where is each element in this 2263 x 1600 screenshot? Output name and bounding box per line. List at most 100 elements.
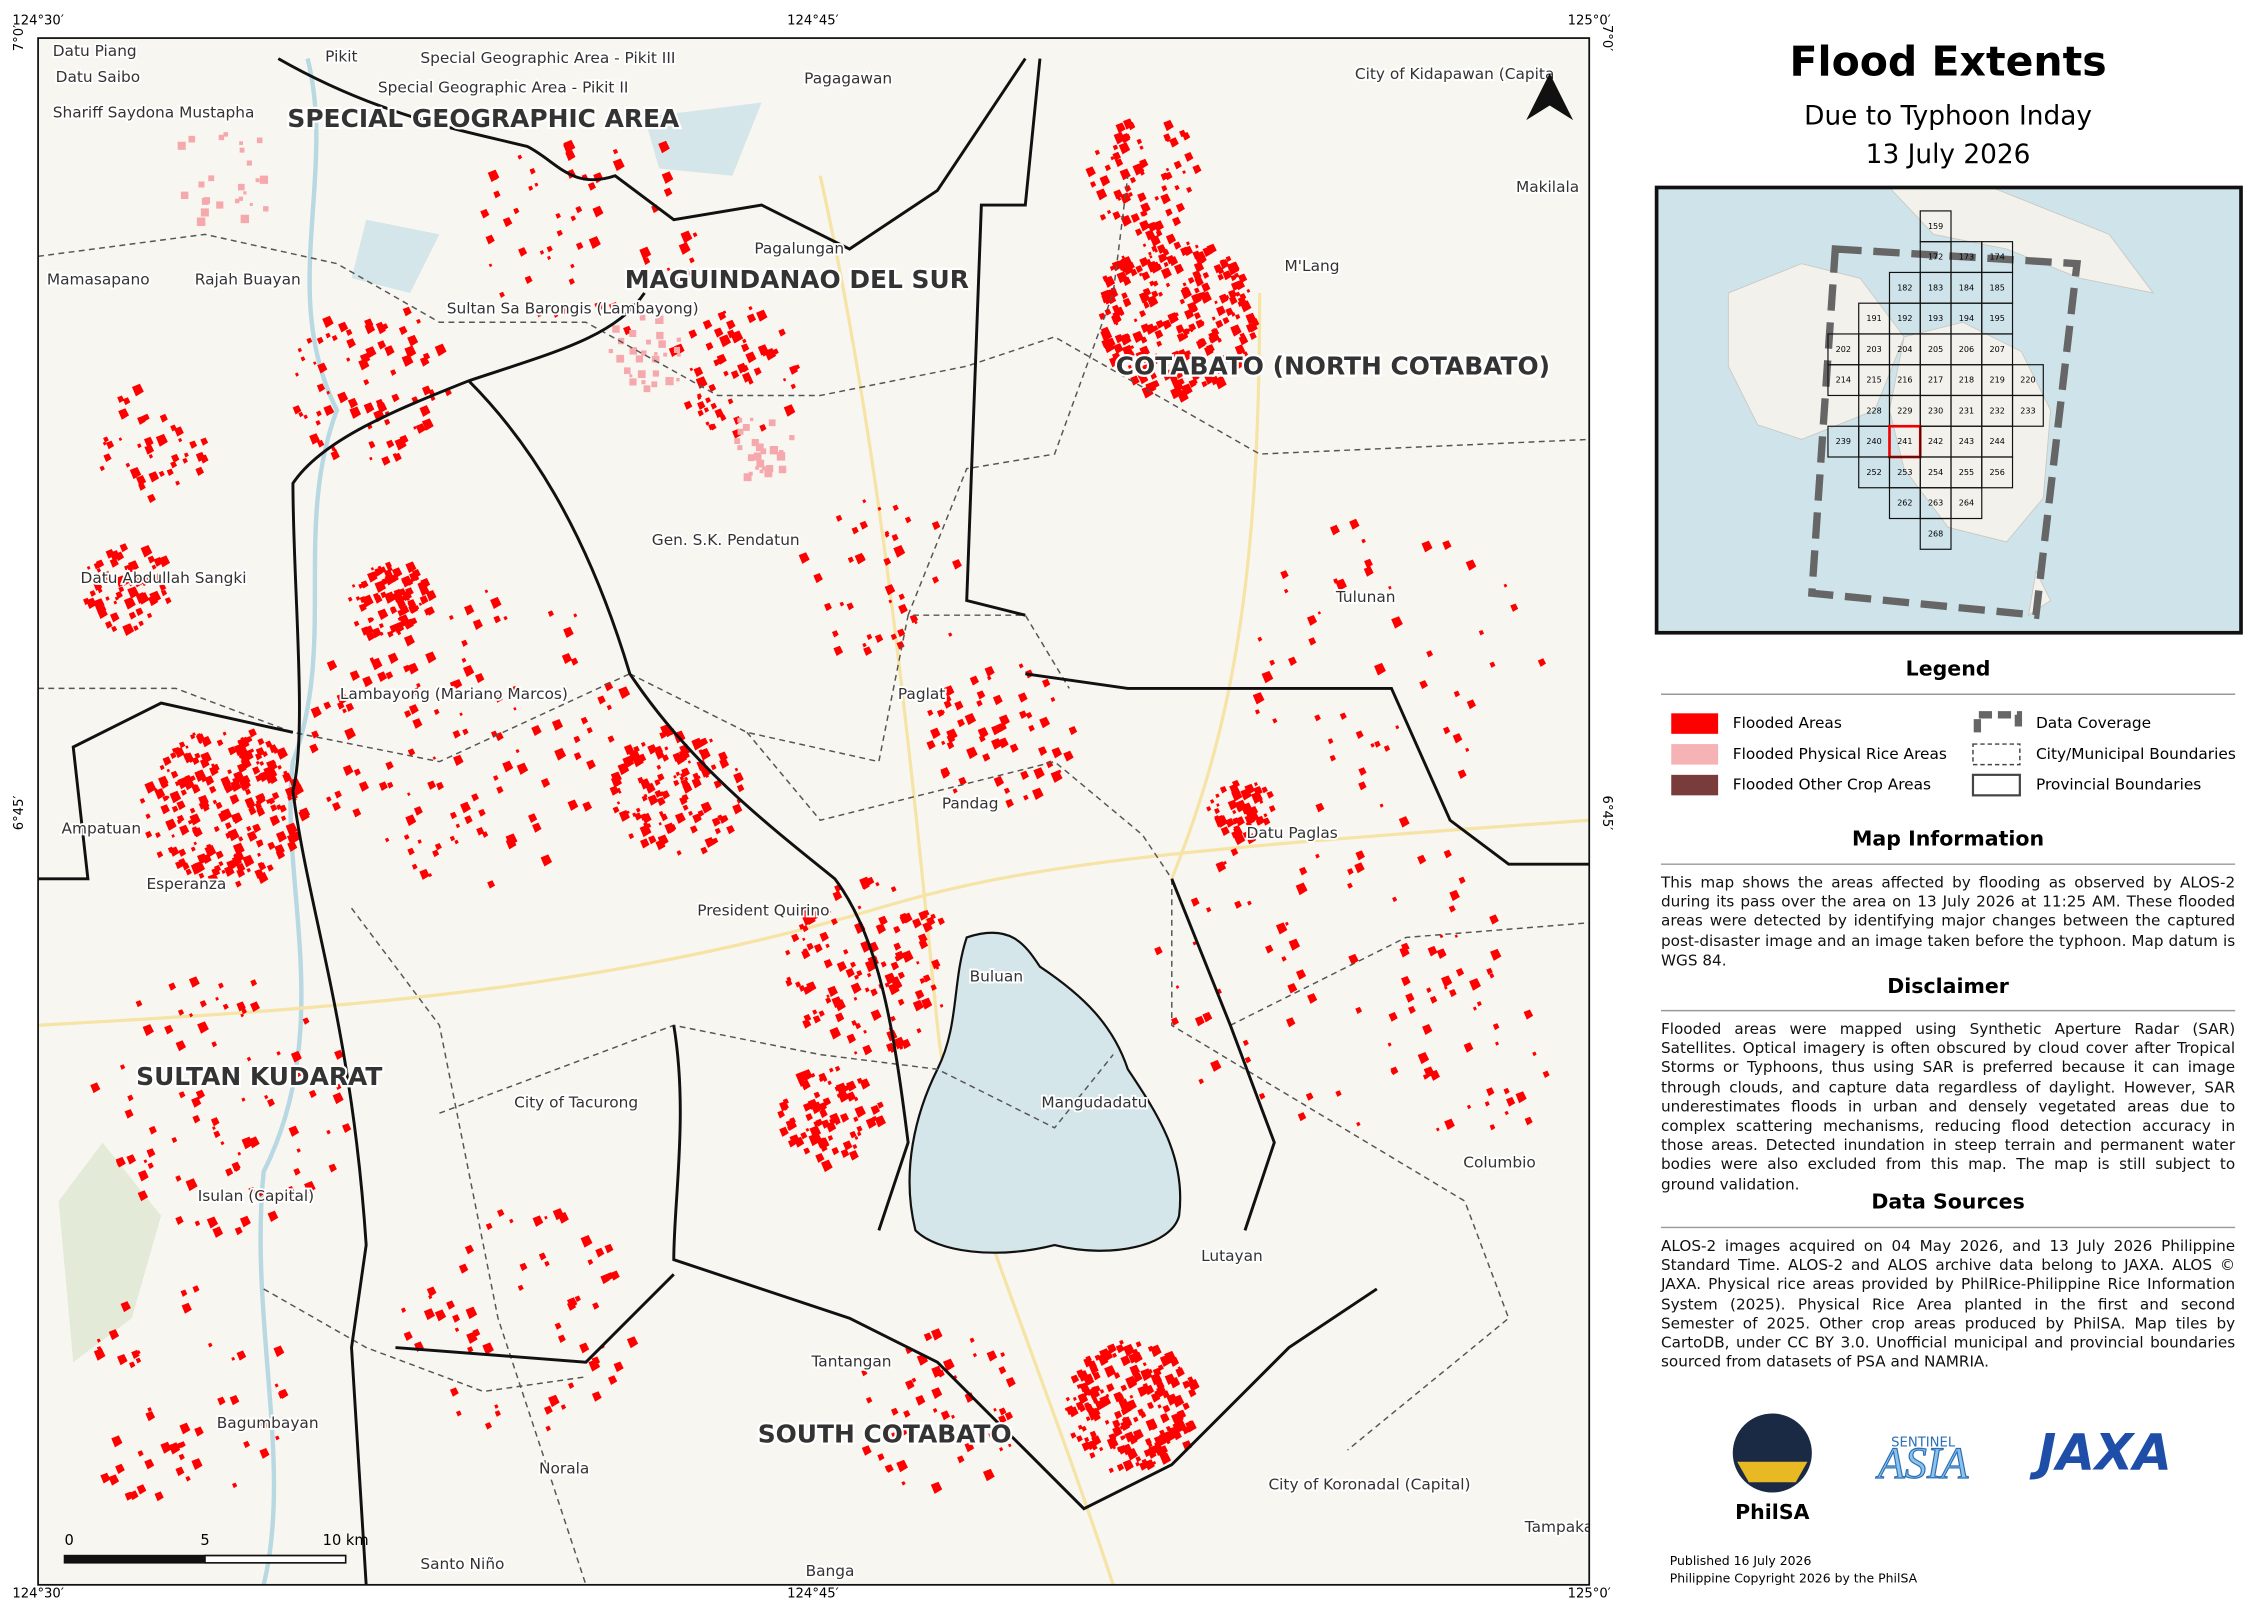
- place-label: Makilala: [1516, 178, 1579, 196]
- grid-cell: [2011, 394, 2044, 427]
- grid-label: 231: [1959, 406, 1974, 415]
- grid-label: 230: [1928, 406, 1943, 415]
- legend-item: Provincial Boundaries: [1971, 773, 2201, 797]
- date: 13 July 2026: [1866, 140, 2031, 170]
- grid-label: 220: [2020, 376, 2035, 385]
- grid-label: 253: [1897, 468, 1912, 477]
- grid-label: 202: [1836, 345, 1851, 354]
- place-label: Datu Paglas: [1246, 824, 1337, 842]
- north-arrow: [1526, 73, 1574, 121]
- coordinate-labels: 124°30′ 124°45′ 125°0′ 124°30′ 124°45′ 125°0′…: [12, 14, 1614, 1600]
- place-label: Esperanza: [146, 875, 226, 893]
- grid-label: 184: [1959, 283, 1974, 292]
- place-label: Special Geographic Area - Pikit III: [420, 49, 675, 67]
- river: [258, 58, 340, 1585]
- place-label: Datu Piang: [53, 42, 137, 60]
- legend-item: Flooded Areas: [1671, 713, 1842, 734]
- grid-label: 182: [1897, 283, 1912, 292]
- place-label: Pagagawan: [804, 70, 892, 88]
- legend-item: Flooded Other Crop Areas: [1671, 774, 1931, 796]
- place-label: Rajah Buayan: [195, 270, 301, 288]
- grid-label: 193: [1928, 314, 1943, 323]
- legend-label: Flooded Other Crop Areas: [1733, 776, 1931, 794]
- place-label: City of Kidapawan (Capita: [1355, 65, 1555, 83]
- map-frame: [37, 37, 1591, 1586]
- section-title: Disclaimer: [1887, 974, 2010, 998]
- swatch: [1671, 713, 1719, 734]
- place-label: City of Tacurong: [514, 1093, 638, 1111]
- legend-label: City/Municipal Boundaries: [2036, 745, 2236, 763]
- legend: Flooded Areas Flooded Physical Rice Areas…: [1671, 711, 2236, 797]
- roads: [38, 175, 1590, 1585]
- grid-label: 204: [1897, 345, 1912, 354]
- place-label: Shariff Saydona Mustapha: [53, 103, 255, 121]
- grid-label: 183: [1928, 283, 1943, 292]
- scale-labels: 0 5 10 km: [64, 1532, 368, 1549]
- grid-label: 243: [1959, 437, 1974, 446]
- grid-label: 239: [1836, 437, 1851, 446]
- place-label: Datu Abdullah Sangki: [81, 569, 247, 587]
- grid-label: 256: [1989, 468, 2004, 477]
- scale-bar: [63, 1554, 347, 1564]
- provincial-boundaries: [38, 57, 1590, 1585]
- grid-label: 252: [1866, 468, 1881, 477]
- section-title: Map Information: [1852, 826, 2044, 850]
- coordinate-label: 124°45′: [787, 1587, 838, 1600]
- grid-label: 232: [1989, 406, 2004, 415]
- grid-label: 216: [1897, 376, 1912, 385]
- legend-item: Flooded Physical Rice Areas: [1671, 744, 1947, 765]
- grid-label: 263: [1928, 499, 1943, 508]
- section-title: Data Sources: [1871, 1190, 2024, 1214]
- place-label: Pagalungan: [754, 240, 844, 258]
- place-label: M'Lang: [1285, 257, 1340, 275]
- logo-text: SENTINEL: [1891, 1436, 1956, 1451]
- logo-text: ASIA: [1875, 1439, 1968, 1488]
- grid-label: 254: [1928, 468, 1943, 477]
- place-label: Bagumbayan: [217, 1414, 319, 1432]
- place-label: Tampakan: [1524, 1518, 1603, 1536]
- grid-label: 172: [1928, 253, 1943, 262]
- province-label: SPECIAL GEOGRAPHIC AREA: [287, 104, 680, 133]
- coordinate-label: 7°0′: [12, 25, 27, 51]
- grid-label: 264: [1959, 499, 1974, 508]
- grid-label: 207: [1989, 345, 2004, 354]
- place-label: Santo Niño: [420, 1555, 504, 1573]
- place-label: Sultan Sa Barongis (Lambayong): [447, 300, 699, 318]
- published: Published 16 July 2026: [1670, 1553, 1812, 1568]
- coordinate-label: 125°0′: [1568, 1587, 1611, 1600]
- place-label: Buluan: [970, 967, 1023, 985]
- sentinel-asia-logo: SENTINEL ASIA: [1874, 1436, 1969, 1489]
- grid-label: 215: [1866, 376, 1881, 385]
- province-label: SOUTH COTABATO: [758, 1419, 1012, 1448]
- place-label: Datu Saibo: [56, 68, 140, 86]
- grid-label: 173: [1959, 253, 1974, 262]
- lake-buluan: [908, 931, 1182, 1254]
- grid-label: 240: [1866, 437, 1881, 446]
- legend-label: Data Coverage: [2036, 714, 2151, 732]
- coordinate-label: 6°45′: [1599, 796, 1614, 831]
- grid-label: 268: [1928, 529, 1943, 538]
- grid-label: 229: [1897, 406, 1912, 415]
- province-label: COTABATO (NORTH COTABATO): [1116, 352, 1550, 381]
- place-label: Pandag: [942, 795, 999, 813]
- coordinate-label: 6°45′: [12, 796, 27, 831]
- coordinate-label: 125°0′: [1568, 14, 1611, 29]
- grid-label: 219: [1989, 376, 2004, 385]
- place-label: Lutayan: [1201, 1247, 1263, 1265]
- jaxa-logo: JAXA: [2029, 1423, 2172, 1481]
- copyright: Philippine Copyright 2026 by the PhilSA: [1670, 1570, 1918, 1585]
- swatch: [1973, 711, 2023, 733]
- legend-item: City/Municipal Boundaries: [1972, 743, 2236, 766]
- grid-label: 194: [1959, 314, 1974, 323]
- place-label: President Quirino: [697, 902, 829, 920]
- paragraph: Flooded areas were mapped using Syntheti…: [1660, 1020, 2236, 1194]
- grid-label: 206: [1959, 345, 1974, 354]
- philsa-logo: PhilSA: [1732, 1413, 1812, 1524]
- place-label: Paglat: [898, 685, 945, 703]
- legend-item: Data Coverage: [1973, 711, 2151, 733]
- coordinate-label: 7°0′: [1599, 25, 1614, 51]
- scale-label: 10 km: [323, 1532, 369, 1549]
- swatch: [1972, 743, 2021, 766]
- legend-label: Flooded Physical Rice Areas: [1733, 745, 1947, 763]
